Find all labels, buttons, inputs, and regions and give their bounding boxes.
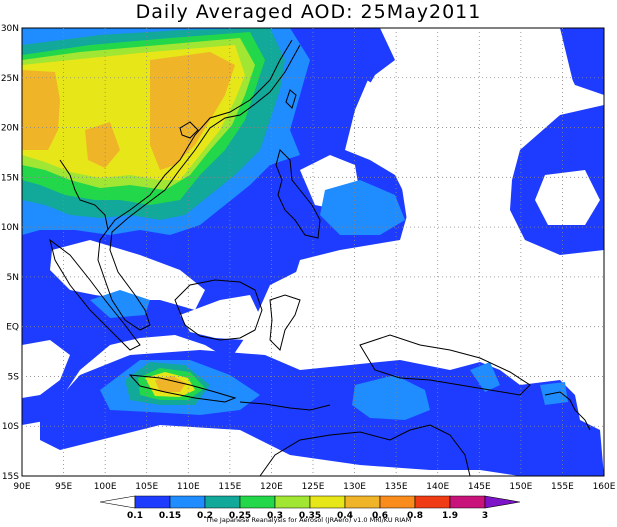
longitude-label: 125E <box>302 482 325 492</box>
coastline-pacific-isles <box>544 391 591 431</box>
colorbar-swatch <box>414 495 451 509</box>
longitude-label: 120E <box>260 482 283 492</box>
colorbar-swatch <box>169 495 206 509</box>
aod-region-0.6 <box>22 70 60 150</box>
colorbar-swatch <box>309 495 346 509</box>
colorbar-label: 0.4 <box>337 511 353 521</box>
longitude-label: 145E <box>468 482 491 492</box>
colorbar-label: 1.9 <box>442 511 458 521</box>
clean-region <box>22 340 70 398</box>
longitude-label: 160E <box>593 482 616 492</box>
colorbar-label: 0.25 <box>229 511 251 521</box>
colorbar-swatch <box>204 495 241 509</box>
coastline-asia <box>97 39 301 331</box>
aod-region-0.6 <box>150 52 235 170</box>
map-title: Daily Averaged AOD: 25May2011 <box>135 1 482 23</box>
coastline-lesser-sunda <box>239 401 331 411</box>
coastline-borneo <box>174 279 263 341</box>
clean-region <box>535 170 600 225</box>
graticule <box>22 28 604 476</box>
longitude-label: 100E <box>94 482 117 492</box>
latitude-label: 25N <box>1 74 19 84</box>
coastline-taiwan <box>285 89 297 109</box>
longitude-label: 140E <box>426 482 449 492</box>
coastline-newguinea <box>359 334 531 396</box>
latitude-label: 15S <box>2 472 19 482</box>
coastline-sulawesi <box>269 294 301 351</box>
clean-region <box>292 250 365 300</box>
aod-region-0.15 <box>40 350 604 476</box>
coastline-philippines <box>275 149 321 239</box>
longitude-label: 110E <box>177 482 200 492</box>
colorbar-swatch <box>484 495 521 509</box>
latitude-label: 5N <box>7 273 19 283</box>
aod-region-0.6 <box>85 122 120 168</box>
colorbar-label: 0.2 <box>197 511 213 521</box>
colorbar: 0.1 0.15 0.2 0.25 0.3 0.35 0.4 0.6 0.8 1.9 3 <box>99 495 521 521</box>
aod-region-0.15 <box>300 28 395 85</box>
colorbar-swatch <box>344 495 381 509</box>
aod-region-0.2 <box>320 180 405 235</box>
longitude-label: 90E <box>13 482 30 492</box>
longitude-label: 95E <box>55 482 72 492</box>
credit-text: The Japanese Reanalysis for Aerosol (JRA… <box>205 516 412 524</box>
colorbar-swatch <box>99 495 136 509</box>
clean-region <box>180 295 262 340</box>
latitude-label: EQ <box>6 323 19 333</box>
colorbar-label: 0.3 <box>267 511 283 521</box>
coastline-java <box>128 374 237 403</box>
latitude-labels: 30N 25N 20N 15N 10N 5N EQ 5S 10S 15S <box>1 24 19 482</box>
colorbar-swatch <box>379 495 416 509</box>
longitude-label: 130E <box>343 482 366 492</box>
coastlines <box>49 39 591 476</box>
longitude-label: 155E <box>551 482 574 492</box>
colorbar-label: 0.15 <box>159 511 181 521</box>
latitude-label: 20N <box>1 124 19 134</box>
colorbar-label: 0.8 <box>407 511 423 521</box>
aod-region-0.6 <box>155 376 186 392</box>
aod-region-0.2 <box>352 375 430 420</box>
latitude-label: 15N <box>1 173 19 183</box>
latitude-label: 10S <box>2 422 19 432</box>
colorbar-label: 0.35 <box>299 511 321 521</box>
longitude-label: 105E <box>135 482 158 492</box>
latitude-label: 30N <box>1 24 19 34</box>
clean-region <box>355 28 575 260</box>
clean-region <box>50 240 205 310</box>
aod-region-0.15 <box>560 28 604 95</box>
coastline-indochina <box>59 159 109 231</box>
latitude-label: 5S <box>8 372 20 382</box>
coastline-sumatra <box>49 238 141 351</box>
colorbar-swatch <box>449 495 486 509</box>
coastline-australia <box>259 424 471 476</box>
coastline-hainan <box>179 121 199 139</box>
longitude-label: 115E <box>218 482 241 492</box>
longitude-label: 150E <box>509 482 532 492</box>
colorbar-swatch <box>274 495 311 509</box>
colorbar-swatch <box>239 495 276 509</box>
colorbar-label: 0.1 <box>127 511 143 521</box>
aod-region-0.2 <box>470 362 500 392</box>
longitude-labels: 90E 95E 100E 105E 110E 115E 120E 125E 130E 135E 14… <box>13 482 615 492</box>
longitude-label: 135E <box>385 482 408 492</box>
colorbar-label: 3 <box>482 511 488 521</box>
colorbar-label: 0.6 <box>372 511 388 521</box>
colorbar-swatch <box>134 495 171 509</box>
latitude-label: 10N <box>1 223 19 233</box>
